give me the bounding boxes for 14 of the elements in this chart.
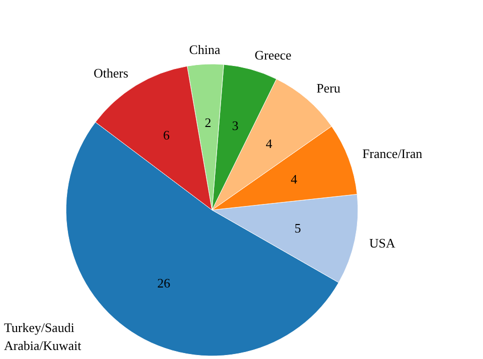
data-label: 4 [266,136,273,151]
slice-label: USA [369,235,396,250]
data-label: 26 [157,276,171,291]
data-label: 4 [290,172,298,187]
slice-label: China [189,42,220,58]
data-label: 3 [232,118,239,134]
data-label: 6 [163,128,170,143]
slice-label: France/Iran [362,146,423,161]
slice-label: Greece [254,48,292,63]
data-label: 2 [204,114,212,130]
slice-label: Peru [316,80,341,96]
slice-label: Turkey/Saudi Arabia/Kuwait [4,320,82,353]
data-label: 5 [294,220,301,236]
slice-label: Others [94,65,128,80]
